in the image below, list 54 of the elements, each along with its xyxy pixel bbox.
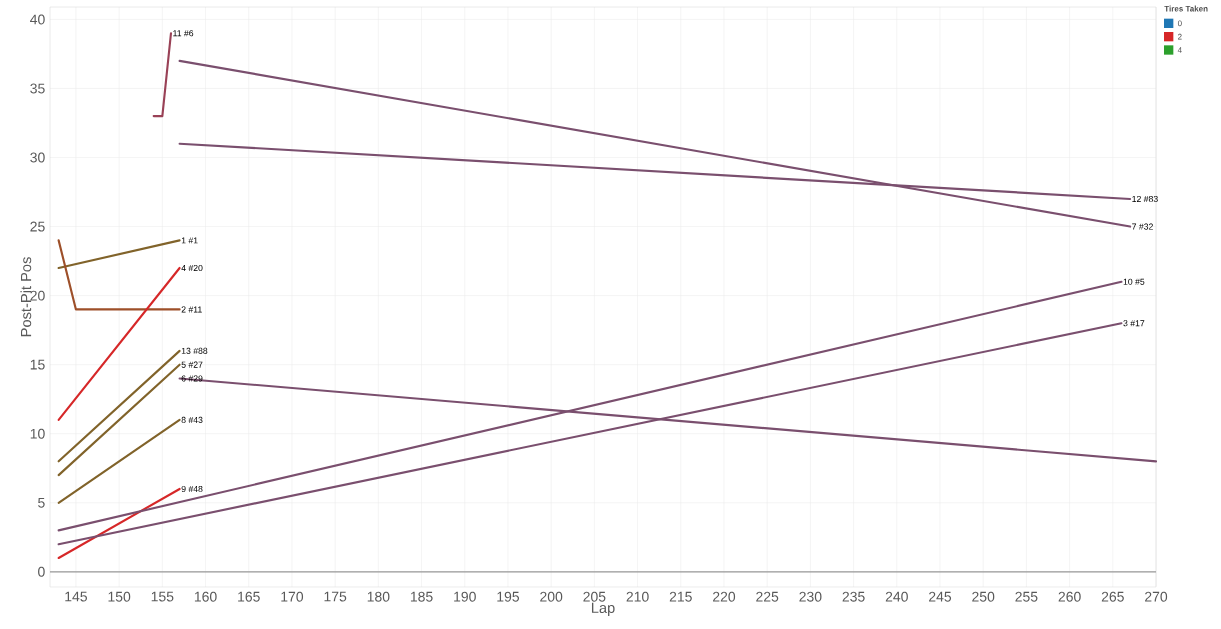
x-tick-label: 265 bbox=[1101, 591, 1124, 602]
legend-label: 4 bbox=[1177, 47, 1182, 53]
y-tick-label: 5 bbox=[38, 497, 45, 508]
legend-label: 0 bbox=[1177, 20, 1182, 27]
x-tick-label: 235 bbox=[842, 591, 865, 602]
legend-label: 2 bbox=[1178, 33, 1182, 40]
x-tick-label: 255 bbox=[1015, 591, 1038, 602]
annotation: 11 #6 bbox=[173, 30, 194, 37]
x-tick-label: 170 bbox=[281, 591, 304, 602]
x-tick-label: 165 bbox=[238, 591, 260, 602]
annotation: 13 #88 bbox=[181, 347, 208, 354]
y-tick-label: 40 bbox=[30, 14, 45, 25]
x-tick-label: 230 bbox=[799, 591, 822, 602]
x-tick-label: 225 bbox=[756, 591, 779, 602]
x-tick-label: 200 bbox=[540, 591, 563, 602]
y-tick-label: 15 bbox=[30, 359, 45, 370]
y-tick-label: 20 bbox=[30, 290, 45, 301]
annotation: 4 #20 bbox=[181, 264, 203, 272]
x-tick-label: 220 bbox=[713, 591, 736, 602]
x-tick-label: 210 bbox=[626, 591, 649, 602]
x-tick-label: 145 bbox=[65, 591, 88, 602]
annotation: 7 #32 bbox=[1132, 223, 1153, 230]
x-tick-label: 205 bbox=[583, 591, 606, 602]
x-tick-label: 270 bbox=[1145, 591, 1168, 602]
x-axis-title: Lap bbox=[591, 602, 615, 616]
y-tick-label: 30 bbox=[30, 152, 45, 163]
annotation: 10 #5 bbox=[1123, 278, 1145, 285]
annotation: 2 #11 bbox=[181, 306, 202, 313]
x-tick-label: 245 bbox=[929, 591, 952, 602]
annotation: 8 #43 bbox=[181, 416, 203, 423]
annotation: 1 #1 bbox=[181, 237, 198, 244]
annotation: 5 #27 bbox=[181, 361, 203, 368]
y-tick-label: 25 bbox=[30, 221, 45, 232]
y-tick-label: 35 bbox=[30, 83, 45, 94]
x-tick-label: 160 bbox=[194, 591, 217, 602]
legend-title: Tires Taken bbox=[1164, 5, 1208, 12]
x-tick-label: 195 bbox=[497, 591, 520, 602]
annotation: 6 #29 bbox=[181, 375, 203, 382]
x-tick-label: 250 bbox=[972, 591, 995, 602]
annotation: 9 #48 bbox=[181, 485, 203, 493]
annotation: 3 #17 bbox=[1123, 320, 1145, 327]
y-tick-label: 10 bbox=[30, 428, 45, 439]
x-tick-label: 155 bbox=[151, 591, 174, 602]
x-tick-label: 150 bbox=[108, 591, 131, 602]
y-axis-title: Post-Pit Pos bbox=[20, 257, 32, 337]
x-tick-label: 180 bbox=[367, 591, 390, 602]
x-tick-label: 175 bbox=[324, 591, 347, 602]
x-tick-label: 240 bbox=[885, 591, 908, 602]
x-tick-label: 215 bbox=[669, 591, 692, 602]
annotation: 12 #83 bbox=[1132, 195, 1158, 203]
x-tick-label: 190 bbox=[454, 591, 476, 602]
x-tick-label: 185 bbox=[410, 591, 433, 602]
x-tick-label: 260 bbox=[1058, 591, 1081, 602]
y-tick-label: 0 bbox=[38, 566, 45, 577]
